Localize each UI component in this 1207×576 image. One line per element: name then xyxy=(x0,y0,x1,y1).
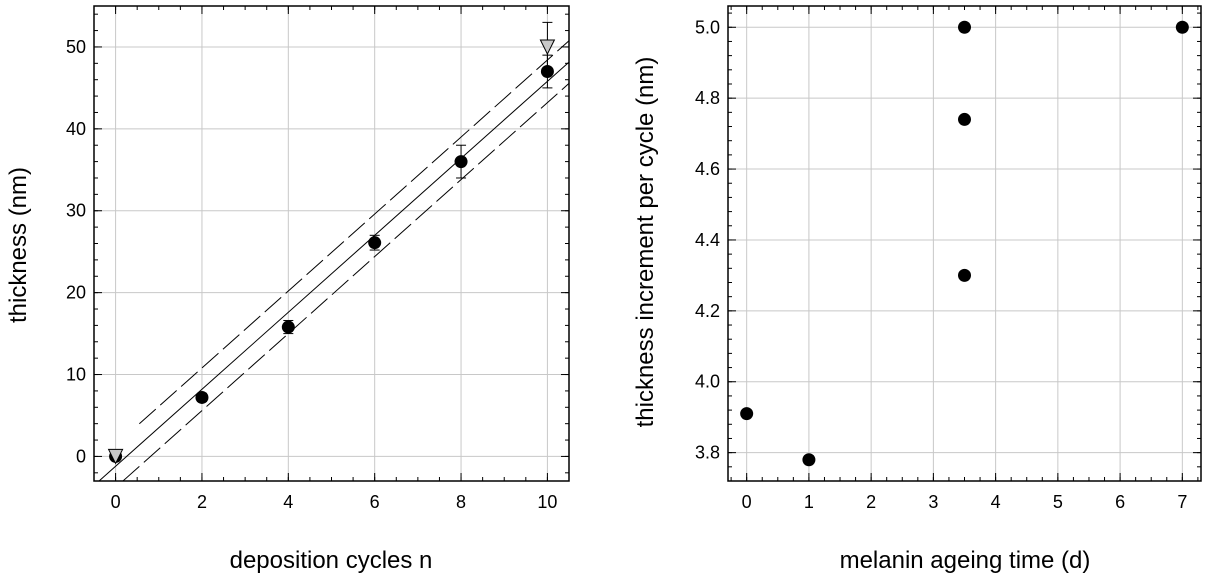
x-axis-label-left: deposition cycles n xyxy=(230,547,433,574)
right-data-point xyxy=(958,112,971,126)
left-y-tick-label: 20 xyxy=(66,283,86,303)
right-data-point xyxy=(1175,20,1189,34)
x-axis-label-right: melanin ageing time (d) xyxy=(840,547,1091,574)
left-y-tick-label: 10 xyxy=(66,365,86,385)
y-axis-label-right: thickness increment per cycle (nm) xyxy=(632,57,659,428)
left-data-point xyxy=(281,320,295,334)
right-x-tick-label: 3 xyxy=(928,492,938,512)
left-x-tick-label: 4 xyxy=(283,492,293,512)
right-x-tick-label: 0 xyxy=(742,492,752,512)
chart-increment-vs-ageing: 0 1 2 3 4 5 6 7 3.8 4.0 4.2 4.4 4.6 4.8 5.0 xyxy=(695,5,1202,512)
right-y-tick-label: 5.0 xyxy=(695,17,720,37)
right-data-point xyxy=(802,453,816,467)
right-y-tick-label: 4.4 xyxy=(695,230,720,250)
right-y-tick-label: 3.8 xyxy=(695,443,720,463)
left-x-tick-label: 0 xyxy=(111,492,121,512)
y-axis-label-left: thickness (nm) xyxy=(5,167,32,323)
left-x-tick-label: 2 xyxy=(197,492,207,512)
right-data-point xyxy=(958,268,971,282)
right-x-tick-label: 6 xyxy=(1115,492,1125,512)
right-data-point xyxy=(958,20,971,34)
left-data-point xyxy=(368,236,382,250)
left-data-point xyxy=(454,155,468,169)
left-y-tick-label: 30 xyxy=(66,201,86,221)
right-x-tick-label: 5 xyxy=(1053,492,1063,512)
left-x-tick-label: 10 xyxy=(537,492,557,512)
left-triangle-point xyxy=(539,39,556,56)
left-plot-frame xyxy=(93,5,570,482)
left-data-point xyxy=(195,390,209,404)
right-y-tick-label: 4.2 xyxy=(695,301,720,321)
right-x-tick-label: 1 xyxy=(804,492,814,512)
left-y-tick-label: 40 xyxy=(66,119,86,139)
left-confidence-lower xyxy=(122,83,570,482)
left-x-tick-label: 6 xyxy=(370,492,380,512)
right-x-tick-label: 7 xyxy=(1177,492,1187,512)
right-y-tick-label: 4.6 xyxy=(695,159,720,179)
right-y-tick-label: 4.0 xyxy=(695,372,720,392)
right-plot-frame xyxy=(727,5,1202,482)
left-fit-line xyxy=(98,61,570,482)
left-y-tick-label: 0 xyxy=(76,446,86,466)
right-x-tick-label: 4 xyxy=(991,492,1001,512)
left-x-tick-label: 8 xyxy=(456,492,466,512)
right-x-tick-label: 2 xyxy=(866,492,876,512)
right-y-tick-label: 4.8 xyxy=(695,88,720,108)
left-y-tick-label: 50 xyxy=(66,37,86,57)
left-triangle-point xyxy=(107,448,124,465)
right-data-point xyxy=(740,407,754,421)
left-confidence-upper xyxy=(139,40,570,425)
chart-thickness-vs-cycles: 0 2 4 6 8 10 0 10 20 30 40 50 xyxy=(66,5,570,512)
